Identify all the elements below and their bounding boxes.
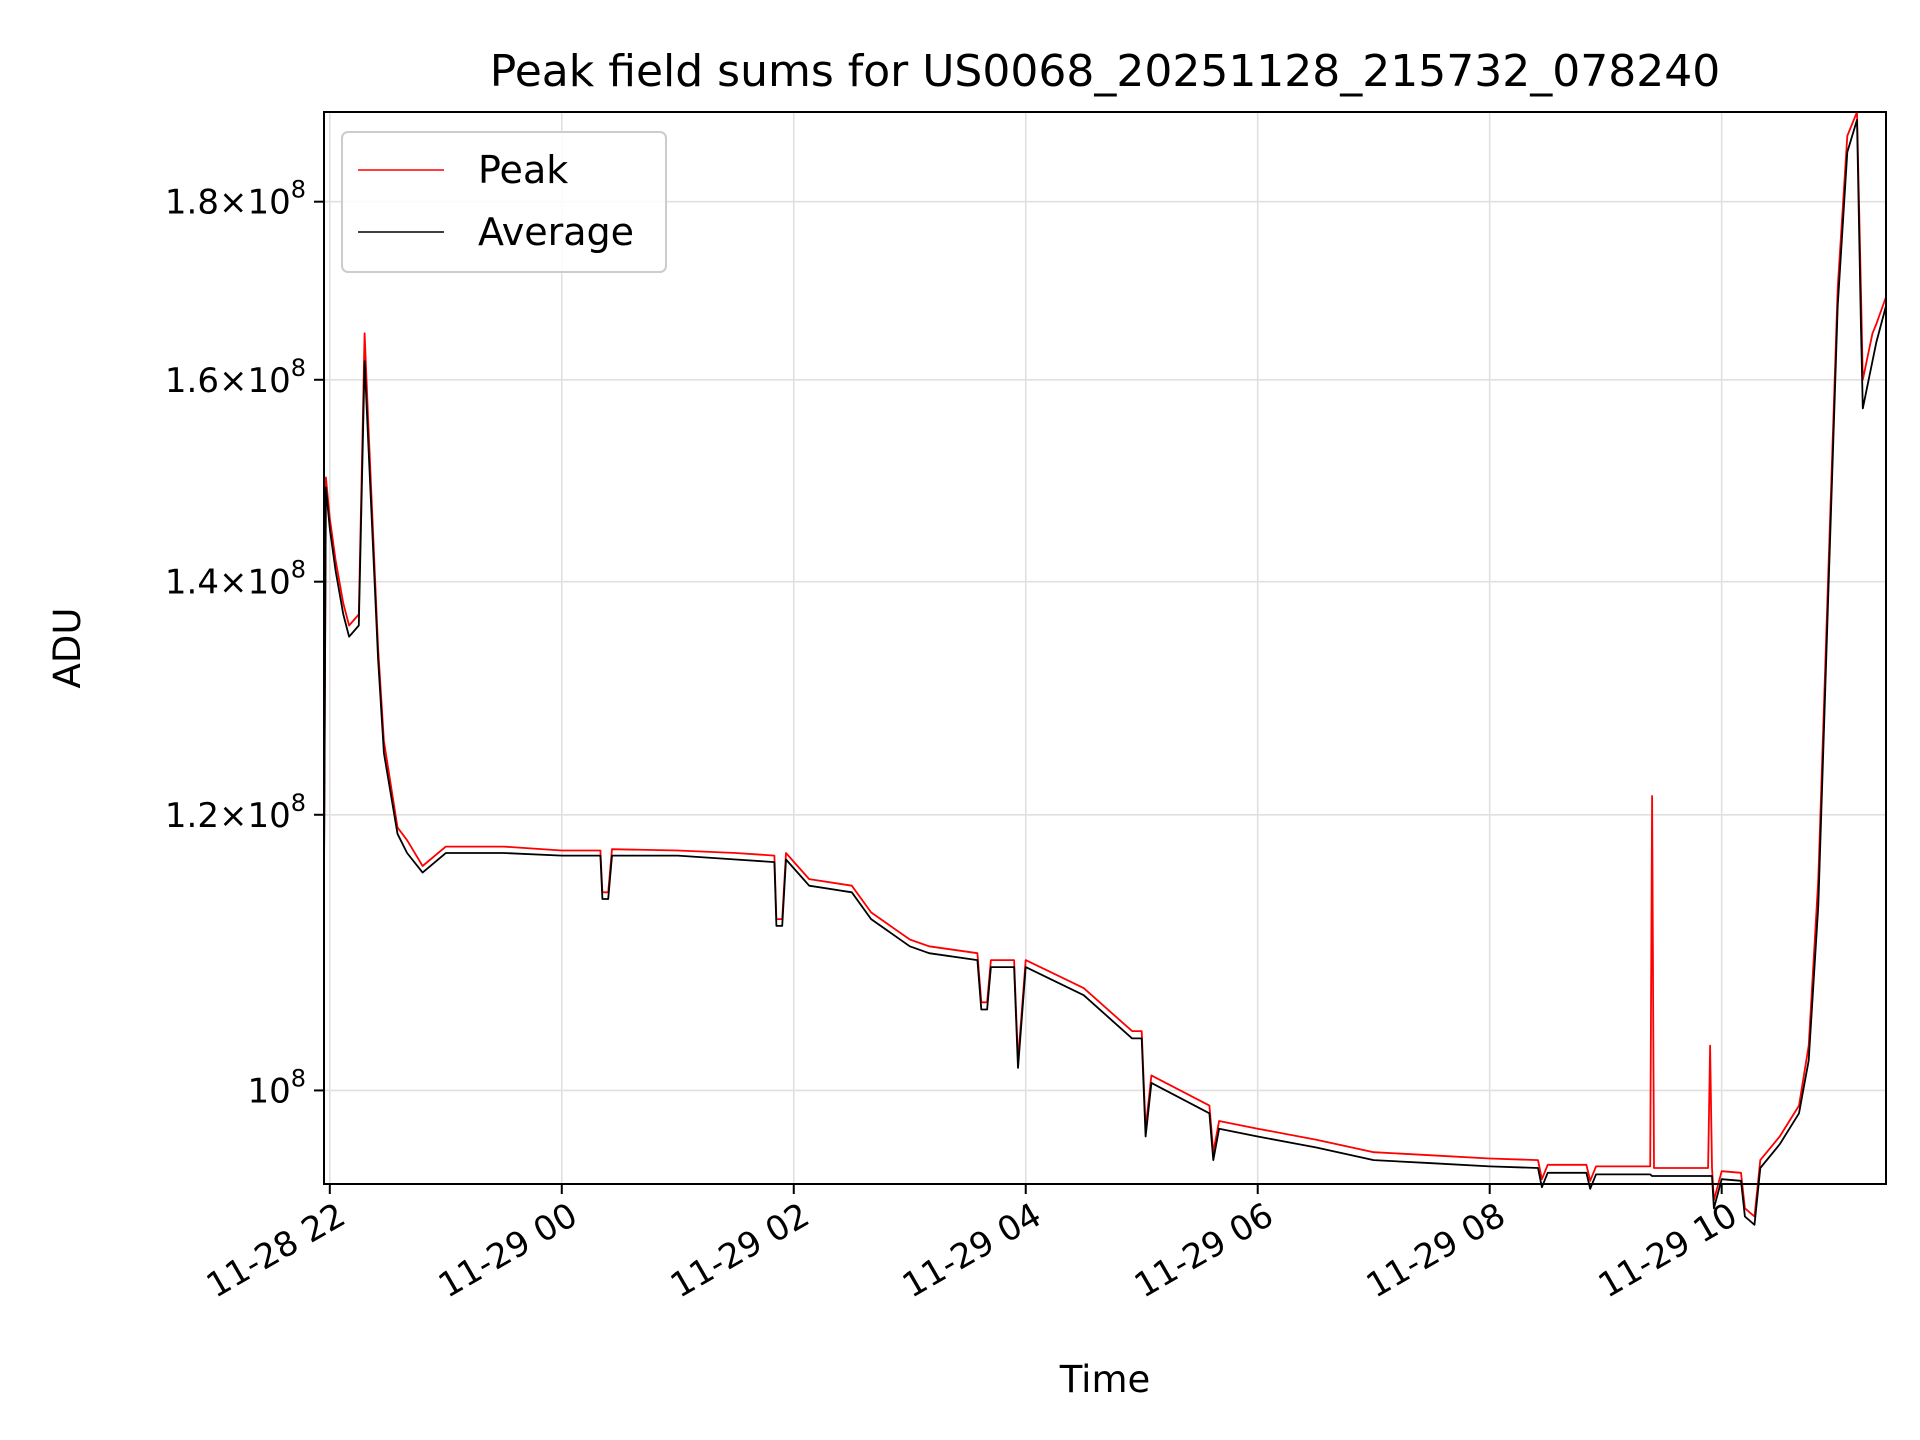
x-axis-label: Time [1059, 1358, 1151, 1401]
y-tick-label: 1.4×108 [165, 556, 306, 603]
y-tick-label: 1.8×108 [165, 176, 306, 223]
y-axis-label: ADU [46, 608, 89, 689]
plot-frame [323, 111, 1887, 1185]
chart-title: Peak field sums for US0068_20251128_2157… [490, 46, 1720, 97]
legend-label-average: Average [478, 210, 634, 254]
legend-label-peak: Peak [478, 148, 568, 192]
y-tick-label: 1.6×108 [165, 354, 306, 401]
y-tick-label: 108 [247, 1064, 306, 1111]
series-layer [323, 111, 1887, 1226]
legend: Peak Average [341, 131, 667, 273]
grid [324, 112, 1886, 1184]
legend-box [341, 131, 667, 273]
y-tick-label: 1.2×108 [165, 789, 306, 836]
series-line-peak [323, 111, 1887, 1218]
series-line-average [323, 119, 1887, 1226]
